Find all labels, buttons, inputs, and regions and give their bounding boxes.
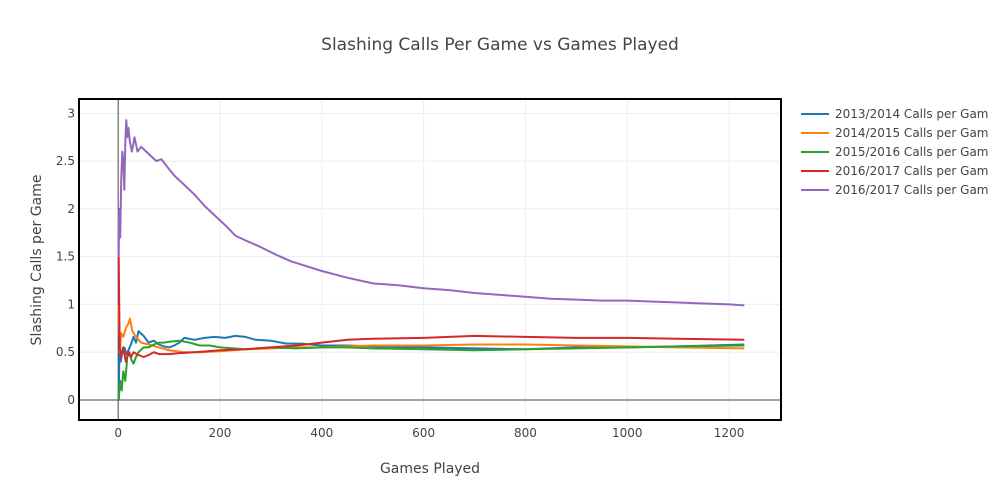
y-tick-label: 3 xyxy=(67,106,75,120)
x-tick-labels: 0 200 400 600 800 1000 1200 xyxy=(114,426,744,440)
series-line-4 xyxy=(117,256,745,363)
series-line-5 xyxy=(117,119,745,307)
legend-item[interactable]: 2014/2015 Calls per Gam xyxy=(801,126,989,140)
legend: 2013/2014 Calls per Gam 2014/2015 Calls p… xyxy=(801,107,989,197)
y-tick-label: 0 xyxy=(67,393,75,407)
y-tick-labels: 0 0.5 1 1.5 2 2.5 3 xyxy=(56,106,75,407)
series-lines xyxy=(117,119,745,400)
x-tick-label: 800 xyxy=(514,426,537,440)
legend-label: 2015/2016 Calls per Gam xyxy=(835,145,989,159)
x-axis-title: Games Played xyxy=(380,461,480,477)
legend-label: 2014/2015 Calls per Gam xyxy=(835,126,989,140)
series-line-1 xyxy=(117,330,745,400)
y-tick-label: 1.5 xyxy=(56,250,75,264)
x-tick-label: 1000 xyxy=(612,426,643,440)
chart-title: Slashing Calls Per Game vs Games Played xyxy=(321,35,679,55)
legend-label: 2016/2017 Calls per Gam xyxy=(835,164,989,178)
plot-frame xyxy=(78,98,782,421)
y-tick-label: 2.5 xyxy=(56,154,75,168)
x-tick-label: 600 xyxy=(412,426,435,440)
legend-label: 2016/2017 Calls per Gam xyxy=(835,183,989,197)
y-tick-label: 0.5 xyxy=(56,345,75,359)
y-tick-label: 2 xyxy=(67,202,75,216)
legend-label: 2013/2014 Calls per Gam xyxy=(835,107,989,121)
legend-item[interactable]: 2016/2017 Calls per Gam xyxy=(801,164,989,178)
gridlines xyxy=(80,100,781,420)
legend-item[interactable]: 2016/2017 Calls per Gam xyxy=(801,183,989,197)
zero-lines xyxy=(80,100,781,420)
y-tick-label: 1 xyxy=(67,297,75,311)
y-axis-title: Slashing Calls per Game xyxy=(29,175,45,346)
legend-item[interactable]: 2015/2016 Calls per Gam xyxy=(801,145,989,159)
x-tick-label: 1200 xyxy=(714,426,745,440)
x-tick-label: 0 xyxy=(114,426,122,440)
legend-item[interactable]: 2013/2014 Calls per Gam xyxy=(801,107,989,121)
x-tick-label: 400 xyxy=(310,426,333,440)
x-tick-label: 200 xyxy=(209,426,232,440)
series-line-3 xyxy=(117,339,745,400)
